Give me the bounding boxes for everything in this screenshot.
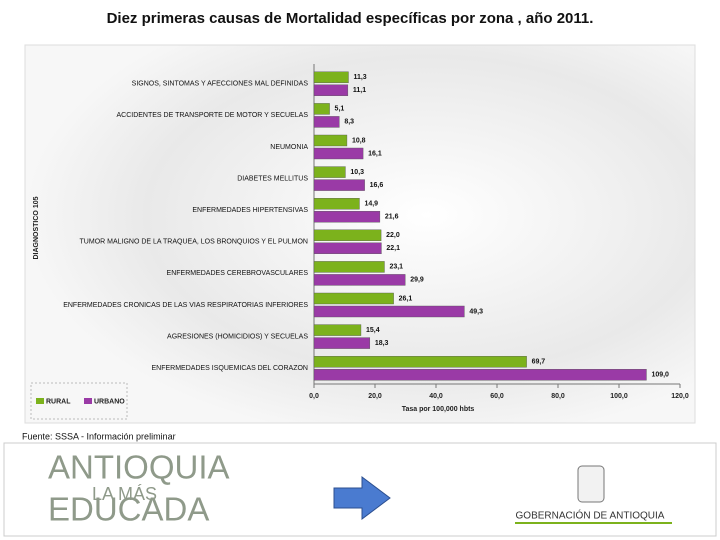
value-label: 8,3 — [344, 119, 354, 126]
bar — [313, 274, 406, 286]
value-label: 10,8 — [352, 137, 366, 144]
bar — [313, 116, 340, 128]
legend-box — [30, 382, 128, 420]
x-tick-label: 0,0 — [309, 393, 319, 400]
bar — [313, 197, 360, 210]
value-label: 26,1 — [399, 295, 413, 302]
value-label: 11,3 — [353, 74, 366, 81]
bar — [313, 210, 381, 223]
bar — [313, 229, 382, 242]
bar — [313, 134, 348, 147]
bar — [313, 166, 346, 178]
value-label: 29,9 — [410, 277, 424, 284]
logo-line1: ANTIOQUIA — [48, 449, 230, 486]
bar — [313, 324, 362, 336]
value-label: 18,3 — [375, 340, 389, 347]
x-tick-label: 40,0 — [429, 393, 443, 400]
x-axis-label: Tasa por 100,000 hbts — [402, 406, 475, 413]
value-label: 49,3 — [469, 308, 483, 315]
value-label: 69,7 — [532, 359, 546, 366]
value-label: 21,6 — [385, 214, 399, 221]
x-tick-label: 20,0 — [368, 393, 382, 400]
legend-label: URBANO — [94, 398, 125, 405]
bar — [313, 305, 465, 318]
bar — [313, 147, 364, 160]
legend-swatch — [84, 398, 92, 404]
x-tick-label: 120,0 — [671, 393, 689, 400]
bar — [313, 337, 371, 349]
value-label: 11,1 — [353, 87, 366, 94]
x-tick-label: 60,0 — [490, 393, 504, 400]
value-label: 23,1 — [389, 264, 403, 271]
value-label: 109,0 — [651, 372, 669, 379]
value-label: 5,1 — [335, 106, 345, 113]
value-label: 16,6 — [370, 182, 384, 189]
value-label: 10,3 — [350, 169, 364, 176]
category-label: AGRESIONES (HOMICIDIOS) Y SECUELAS — [167, 333, 308, 340]
category-label: ENFERMEDADES ISQUEMICAS DEL CORAZON — [152, 365, 309, 372]
chart-title: Diez primeras causas de Mortalidad espec… — [107, 10, 594, 27]
value-label: 22,1 — [386, 245, 400, 252]
bar — [313, 103, 330, 115]
bar — [313, 242, 382, 255]
x-tick-label: 100,0 — [610, 393, 628, 400]
category-label: TUMOR MALIGNO DE LA TRAQUEA, LOS BRONQUI… — [80, 239, 308, 246]
legend-label: RURAL — [46, 398, 71, 405]
category-label: NEUMONIA — [270, 144, 308, 151]
value-label: 16,1 — [368, 150, 382, 157]
bar — [313, 356, 527, 368]
x-tick-label: 80,0 — [551, 393, 565, 400]
source: Fuente: SSSA - Información preliminar — [22, 431, 176, 441]
category-label: ENFERMEDADES CEREBROVASCULARES — [167, 270, 309, 277]
category-label: ENFERMEDADES HIPERTENSIVAS — [192, 207, 308, 214]
y-axis-label: DIAGNOSTICO 105 — [33, 196, 40, 259]
category-label: DIABETES MELLITUS — [237, 175, 308, 182]
bar — [313, 261, 385, 273]
value-label: 22,0 — [386, 232, 400, 239]
bar — [313, 71, 349, 84]
value-label: 15,4 — [366, 327, 380, 334]
category-label: ACCIDENTES DE TRANSPORTE DE MOTOR Y SECU… — [116, 112, 308, 119]
category-label: ENFERMEDADES CRONICAS DE LAS VIAS RESPIR… — [63, 302, 308, 309]
arrow — [333, 476, 391, 520]
logo-line2: LA MÁS — [92, 484, 157, 504]
coat-of-arms — [577, 465, 605, 503]
legend-swatch — [36, 398, 44, 404]
bar — [313, 179, 365, 191]
bar — [313, 369, 647, 381]
value-label: 14,9 — [364, 201, 378, 208]
government: GOBERNACIÓN DE ANTIOQUIA — [516, 509, 665, 522]
bar — [313, 292, 394, 305]
category-label: SIGNOS, SINTOMAS Y AFECCIONES MAL DEFINI… — [132, 81, 309, 88]
logo-line3: EDUCADA — [48, 491, 209, 528]
bar — [313, 84, 349, 97]
